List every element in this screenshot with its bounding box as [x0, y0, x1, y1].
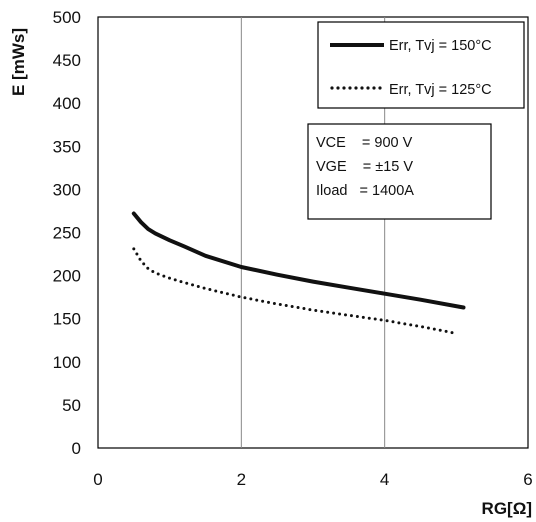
y-tick-label: 200 [53, 267, 81, 286]
y-axis-title: E [mWs] [9, 28, 28, 96]
condition-vge: VGE = ±15 V [316, 159, 413, 175]
x-tick-label: 4 [380, 470, 389, 489]
y-tick-label: 300 [53, 180, 81, 199]
conditions-box [307, 123, 492, 220]
legend-box [317, 21, 525, 109]
x-tick-label: 6 [523, 470, 532, 489]
y-tick-label: 150 [53, 310, 81, 329]
series-line-1 [131, 211, 466, 310]
y-tick-label: 500 [53, 8, 81, 27]
legend-label-series-1: Err, Tvj = 150°C [389, 38, 492, 54]
x-tick-label: 0 [93, 470, 102, 489]
x-tick-label: 2 [237, 470, 246, 489]
series-lines [131, 211, 466, 335]
y-tick-label: 0 [72, 439, 81, 458]
y-axis-ticks: 0 50 100 150 200 250 300 350 400 450 500 [53, 8, 81, 458]
condition-vce: VCE = 900 V [316, 135, 413, 151]
legend: Err, Tvj = 150°C Err, Tvj = 125°C [317, 21, 525, 109]
legend-label-series-2: Err, Tvj = 125°C [389, 82, 492, 98]
y-tick-label: 250 [53, 224, 81, 243]
y-tick-label: 450 [53, 51, 81, 70]
conditions-note: VCE = 900 V VGE = ±15 V Iload = 1400A [307, 123, 492, 220]
y-tick-label: 350 [53, 137, 81, 156]
y-tick-label: 400 [53, 94, 81, 113]
x-axis-title: RG[Ω] [482, 499, 532, 518]
y-tick-label: 50 [62, 396, 81, 415]
y-tick-label: 100 [53, 353, 81, 372]
condition-iload: Iload = 1400A [316, 183, 414, 199]
x-axis-ticks: 0 2 4 6 [93, 470, 532, 489]
